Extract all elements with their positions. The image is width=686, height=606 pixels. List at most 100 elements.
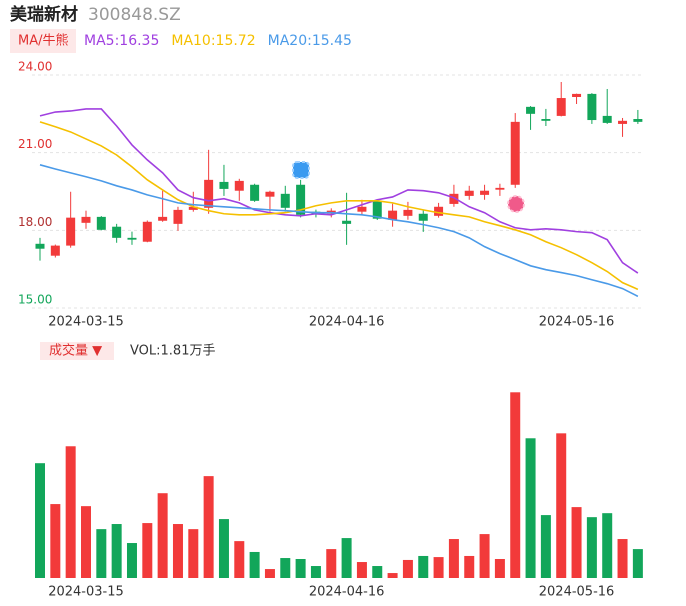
volume-bar [448,539,459,578]
y-tick-label: 21.00 [18,137,52,151]
x-tick-label: 2024-03-15 [48,315,124,330]
volume-bar [126,543,137,578]
volume-bar [479,534,490,578]
candle-body [173,209,183,224]
volume-bar [494,558,505,578]
x-tick-label: 2024-04-16 [309,585,385,600]
legend-entry: MA5:16.35 [84,33,159,49]
candle-body [342,220,352,224]
volume-bar [111,524,122,578]
legend-entry: MA10:15.72 [171,33,255,49]
volume-bar [249,551,260,578]
volume-bar [617,539,628,578]
x-tick-label: 2024-05-16 [539,585,615,600]
volume-bar [586,517,597,578]
y-tick-label: 15.00 [18,293,52,307]
volume-bar [510,392,521,578]
event-icon[interactable] [292,161,310,179]
volume-bar [433,557,444,578]
ma-line [39,108,639,274]
volume-bar [602,513,613,578]
candle-body [633,119,643,122]
candle-body [188,206,198,210]
volume-bar [50,504,61,578]
candle-body [296,184,306,215]
candle-body [280,193,290,208]
volume-bar [418,555,429,578]
candle-body [526,106,536,114]
volume-title[interactable]: 成交量 ▼ [49,343,102,359]
volume-bar [525,438,536,578]
volume-bar [402,559,413,578]
volume-bar [632,549,643,578]
candle-body [556,98,566,116]
candle-body [112,226,122,238]
candle-body [35,243,45,249]
volume-bar [341,538,352,578]
volume-bar [35,463,45,578]
candle-body [158,216,168,221]
candle-body [96,216,106,230]
candle-body [602,115,612,123]
candle-body [434,206,444,216]
volume-bar [326,549,337,578]
volume-bar [387,573,398,578]
volume-bar [65,446,76,578]
volume-bar [310,566,321,578]
volume-bar [280,558,291,578]
volume-label: VOL:1.81万手 [130,344,215,359]
volume-bar [96,529,107,578]
candle-body [510,121,520,185]
candle-body [495,187,505,190]
x-tick-label: 2024-03-15 [48,585,124,600]
volume-bar [571,507,582,578]
volume-bar [264,569,275,578]
volume-bar [203,476,214,578]
y-tick-label: 24.00 [18,60,52,74]
stock-code: 300848.SZ [88,5,181,25]
legend-title[interactable]: MA/牛熊 [18,33,69,49]
volume-bar [218,519,229,578]
legend-entry: MA20:15.45 [268,33,352,49]
candle-body [541,119,551,121]
candle-body [464,190,474,196]
volume-bar [295,558,306,578]
volume-bar [540,515,551,578]
candle-body [572,93,582,98]
volume-bar [172,524,183,578]
candle-body [250,184,260,201]
candle-body [618,120,628,124]
candle-body [219,181,229,189]
candle-body [372,200,382,219]
candle-body [265,191,275,197]
event-icon[interactable] [507,195,525,213]
volume-bar [556,433,567,578]
candle-body [357,206,367,212]
volume-bar [157,493,168,578]
x-tick-label: 2024-05-16 [539,315,615,330]
candle-body [403,209,413,216]
volume-bar [188,529,199,578]
candle-body [480,190,490,195]
volume-bar [142,523,153,578]
candle-body [50,245,60,256]
candle-body [127,237,137,240]
candle-body [66,217,76,246]
volume-bar [464,555,475,578]
stock-name: 美瑞新材 [10,4,78,25]
volume-bar [234,541,245,578]
candle-body [449,193,459,204]
candle-body [234,180,244,191]
legend-badge[interactable] [10,29,76,53]
candle-body [418,213,428,221]
ma-line [39,164,639,298]
volume-badge[interactable] [40,342,114,360]
y-tick-label: 18.00 [18,215,52,229]
ma-line [39,121,639,291]
volume-bar [356,562,367,578]
volume-bar [372,566,383,578]
volume-bar [80,506,91,578]
x-tick-label: 2024-04-16 [309,315,385,330]
candle-body [204,179,214,208]
